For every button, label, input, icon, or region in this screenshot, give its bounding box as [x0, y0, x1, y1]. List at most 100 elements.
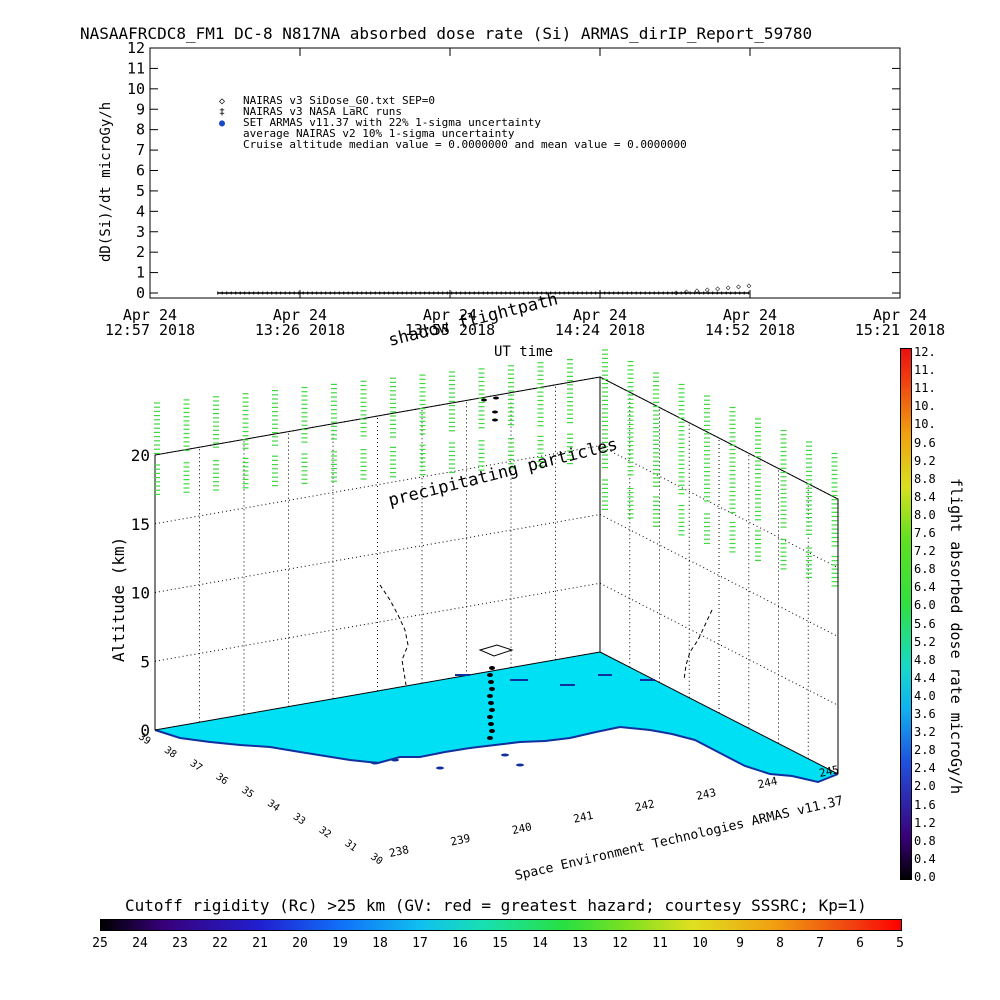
dose-colorbar-tick-label: 6.8: [914, 562, 936, 577]
grid-line: [599, 514, 839, 637]
shadow-marker: [481, 398, 487, 402]
rigidity-tick-label: 22: [212, 936, 228, 951]
altitude-axis-label: Altitude (km): [109, 537, 128, 662]
latitude-tick-label: 34: [265, 798, 281, 814]
rigidity-tick-label: 16: [452, 936, 468, 951]
top-y-tick-label: 1: [136, 264, 145, 282]
altitude-tick-label: 5: [140, 652, 150, 671]
flightpath-marker: [489, 666, 495, 670]
top-x-tick-time: 15:21 2018: [855, 321, 945, 339]
legend-entry: Cruise altitude median value = 0.0000000…: [243, 138, 687, 151]
nairas-series-point: ◇: [684, 287, 689, 296]
grid-line: [599, 582, 839, 706]
top-y-tick-label: 4: [136, 202, 145, 220]
legend-entry: NAIRAS v3 SiDose_G0.txt SEP=0: [243, 94, 435, 107]
rigidity-tick-label: 18: [372, 936, 388, 951]
dose-colorbar: [900, 348, 912, 880]
top-y-tick-label: 0: [136, 284, 145, 302]
dose-colorbar-tick-label: 7.6: [914, 526, 936, 541]
flightpath-marker: [487, 736, 493, 740]
latitude-tick-label: 37: [188, 758, 204, 774]
rigidity-tick-label: 14: [532, 936, 548, 951]
grid-line: [599, 445, 839, 569]
dose-colorbar-tick-label: 7.2: [914, 544, 936, 559]
top-x-tick-time: 14:24 2018: [555, 321, 645, 339]
annotation-armas-version: Space Environment Technologies ARMAS v11…: [514, 794, 845, 884]
legend-entry: average NAIRAS v2 10% 1-sigma uncertaint…: [243, 127, 515, 140]
longitude-tick-label: 243: [695, 786, 717, 803]
dose-colorbar-tick-label: 2.8: [914, 743, 936, 758]
top-y-tick-label: 9: [136, 100, 145, 118]
latitude-tick-label: 32: [317, 825, 333, 841]
longitude-tick-label: 245: [818, 763, 840, 780]
dose-colorbar-tick-label: 11.: [914, 363, 936, 378]
nairas-series-point: ◇: [674, 288, 679, 297]
latitude-tick-label: 35: [239, 785, 255, 801]
top-y-tick-label: 8: [136, 121, 145, 139]
dose-colorbar-tick-label: 1.2: [914, 815, 936, 830]
longitude-tick-label: 244: [756, 774, 779, 791]
longitude-tick-label: 240: [511, 820, 533, 837]
dose-colorbar-tick-label: 1.6: [914, 797, 936, 812]
dose-colorbar-tick-label: 3.6: [914, 707, 936, 722]
dose-colorbar-tick-label: 6.0: [914, 598, 936, 613]
rigidity-tick-label: 12: [612, 936, 628, 951]
top-y-tick-label: 2: [136, 243, 145, 261]
dose-colorbar-tick-label: 10.: [914, 399, 936, 414]
rigidity-tick-label: 19: [332, 936, 348, 951]
top-y-tick-label: 3: [136, 223, 145, 241]
nairas-series-point: ◇: [715, 284, 720, 293]
top-x-tick-date: Apr 24: [273, 306, 327, 324]
top-x-tick-time: 14:52 2018: [705, 321, 795, 339]
legend-entry: NAIRAS v3 NASA LaRC runs: [243, 105, 402, 118]
rigidity-tick-label: 11: [652, 936, 668, 951]
rigidity-bar-label: Cutoff rigidity (Rc) >25 km (GV: red = g…: [125, 896, 867, 915]
longitude-tick-label: 242: [634, 797, 656, 814]
flightpath-marker: [489, 687, 495, 691]
flightpath-marker: [478, 644, 514, 657]
flightpath-marker: [488, 722, 494, 726]
flightpath-marker: [487, 715, 493, 719]
rigidity-tick-label: 15: [492, 936, 508, 951]
rigidity-tick-label: 24: [132, 936, 148, 951]
rigidity-tick-label: 21: [252, 936, 268, 951]
dose-colorbar-tick-label: 0.4: [914, 851, 936, 866]
flightpath-trace: [683, 609, 713, 681]
annotation-shadow-flightpath: shadow flightpath: [386, 289, 560, 351]
nairas-series-point: ◇: [694, 286, 699, 295]
dose-colorbar-tick-label: 10.: [914, 417, 936, 432]
top-x-tick-time: 13:55 2018: [405, 321, 495, 339]
top-y-tick-label: 7: [136, 141, 145, 159]
dose-colorbar-tick-label: 9.6: [914, 435, 936, 450]
flightpath-marker: [488, 680, 494, 684]
flightpath-marker: [489, 708, 495, 712]
annotation-precipitating-particles: precipitating particles: [386, 434, 619, 510]
top-x-tick-time: 13:26 2018: [255, 321, 345, 339]
top-y-tick-label: 12: [127, 39, 145, 57]
dose-colorbar-tick-label: 4.0: [914, 688, 936, 703]
legend-marker: ‡: [219, 107, 225, 118]
longitude-tick-label: 241: [572, 809, 594, 826]
dose-colorbar-tick-label: 0.0: [914, 870, 936, 884]
rigidity-tick-label: 5: [896, 936, 904, 951]
latitude-tick-label: 38: [162, 745, 178, 761]
altitude-tick-label: 10: [131, 584, 150, 603]
top-y-tick-label: 5: [136, 182, 145, 200]
rigidity-tick-label: 25: [92, 936, 108, 951]
flightpath-marker: [488, 701, 494, 705]
legend-entry: SET ARMAS v11.37 with 22% 1-sigma uncert…: [243, 116, 541, 129]
flightpath-trace: [379, 584, 409, 686]
legend-marker: ◇: [219, 96, 225, 107]
top-y-tick-label: 6: [136, 162, 145, 180]
latitude-ticks: 30 31 32 33 34 35 36 37 38 39: [136, 731, 384, 867]
precipitating-particle-markers: [154, 349, 838, 587]
nairas-series-point: ◇: [747, 281, 752, 290]
rigidity-tick-label: 9: [736, 936, 744, 951]
grid-line: [154, 445, 601, 525]
top-x-tick-date: Apr 24: [423, 306, 477, 324]
shadow-marker: [492, 410, 498, 414]
coastline: [154, 725, 839, 784]
